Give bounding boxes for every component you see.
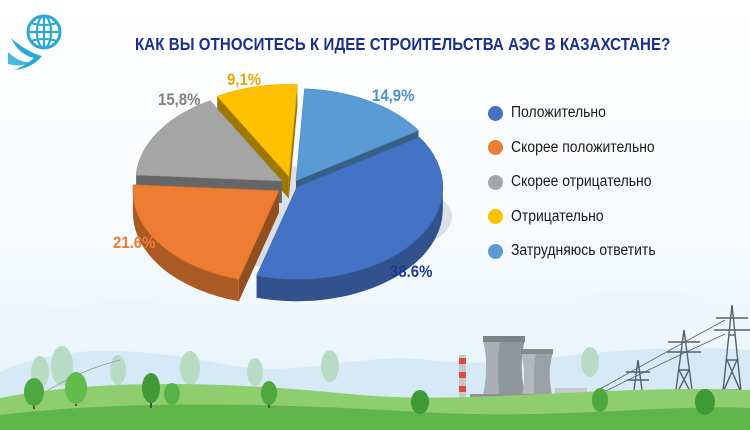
front-green-hill (0, 404, 750, 430)
value-label-rather-positive: 21.6% (113, 233, 156, 252)
pie-slice-positive (256, 136, 444, 302)
legend-swatch (488, 209, 503, 225)
slice-top (216, 84, 298, 178)
value-label-rather-negative: 15,8% (158, 90, 201, 109)
chart-legend: Положительно Скорее положительно Скорее … (488, 96, 672, 269)
value-label-positive: 38.6% (390, 262, 433, 281)
legend-swatch (488, 174, 503, 190)
slice-side-wall (256, 187, 443, 302)
pie-slice-rather-positive (132, 184, 280, 302)
legend-swatch (488, 243, 503, 259)
legend-swatch (488, 140, 503, 156)
legend-label: Скорее положительно (511, 138, 655, 156)
legend-item-rather-positive: Скорее положительно (488, 131, 672, 166)
legend-label: Положительно (511, 104, 606, 122)
clouds (25, 291, 700, 333)
legend-item-positive: Положительно (488, 96, 672, 131)
legend-swatch (488, 105, 503, 121)
slice-top (295, 88, 420, 182)
legend-item-rather-negative: Скорее отрицательно (488, 165, 672, 200)
chart-title: КАК ВЫ ОТНОСИТЕСЬ К ИДЕЕ СТРОИТЕЛЬСТВА А… (135, 34, 671, 54)
legend-label: Скорее отрицательно (511, 173, 652, 191)
slice-top (135, 100, 283, 182)
slice-inner-wall (238, 190, 279, 302)
value-label-undecided: 14,9% (372, 86, 415, 105)
globe-bird-icon (8, 14, 62, 70)
chimney (459, 355, 466, 410)
slice-top (256, 136, 444, 280)
legend-item-undecided: Затрудняюсь ответить (488, 234, 672, 269)
slice-side-wall (132, 190, 239, 302)
legend-label: Отрицательно (511, 207, 604, 225)
slice-inner-wall (288, 84, 298, 199)
slice-top (132, 184, 280, 280)
value-label-negative: 9,1% (227, 70, 262, 89)
far-trees (31, 346, 599, 388)
legend-label: Затрудняюсь ответить (511, 242, 656, 260)
front-trees (24, 372, 715, 415)
legend-item-negative: Отрицательно (488, 200, 672, 235)
